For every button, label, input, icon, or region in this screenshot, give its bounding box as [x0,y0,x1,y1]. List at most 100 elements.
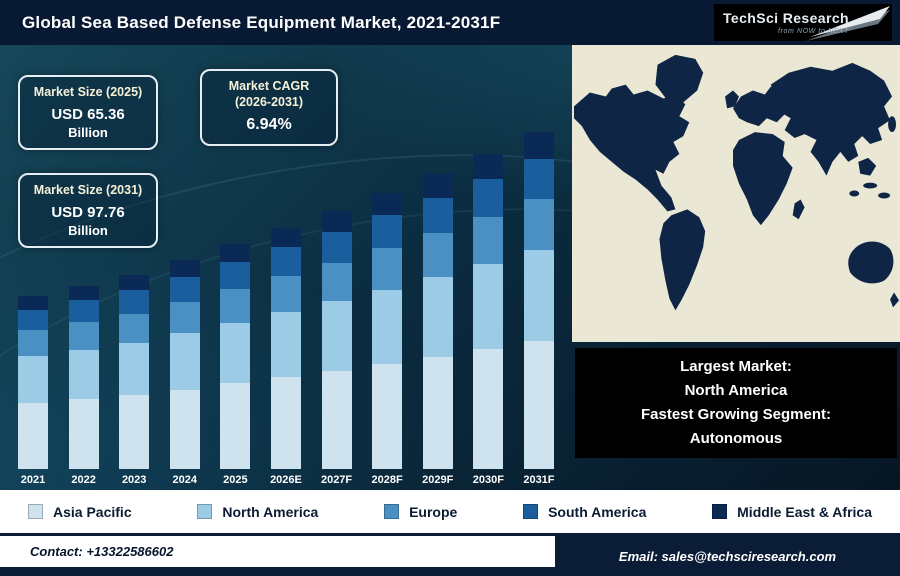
bar-segment-asia-pacific [220,383,251,469]
bar-segment-south-america [321,231,352,263]
logo-arrow-icon [806,6,890,41]
legend-swatch [28,504,43,519]
bar-segment-south-america [372,215,403,249]
market-size-2025-title: Market Size (2025) [33,85,143,99]
bar-segment-europe [220,288,251,323]
bar-segment-asia-pacific [68,399,99,469]
x-axis-label: 2021 [20,474,46,486]
bar-segment-south-america [270,246,301,276]
bar-column-2023: 2023 [111,274,157,486]
market-size-2025-value: USD 65.36 [51,105,125,123]
bar-segment-asia-pacific [270,377,301,469]
bar-segment-north-america [220,322,251,384]
largest-market-value: North America [684,382,788,399]
market-cagr-box: Market CAGR (2026-2031) 6.94% [200,69,338,146]
legend-label: Middle East & Africa [737,503,872,520]
footer-bar: Contact: +13322586602 Email: sales@techs… [0,533,900,576]
continent-asia [770,62,893,176]
bar-stack [68,285,99,469]
bar-stack [523,131,554,469]
bar-column-2030F: 2030F [465,153,511,486]
bar-segment-middle-east-africa [422,174,453,198]
bar-column-2027F: 2027F [314,210,360,486]
bar-segment-middle-east-africa [473,153,504,179]
bar-stack [270,227,301,469]
bar-segment-asia-pacific [473,349,504,469]
x-axis-label: 2026E [270,474,302,486]
x-axis-label: 2027F [320,474,353,486]
email-text: Email: sales@techsciresearch.com [618,548,837,564]
x-axis-label: 2023 [121,474,147,486]
logo-brand-text: TechSci Research [723,10,849,26]
x-axis-label: 2031F [523,474,555,486]
islands-southeast-asia [858,157,877,176]
legend-swatch [384,504,400,519]
islands-japan [888,116,897,133]
bar-segment-north-america [119,342,150,396]
bar-segment-north-america [523,249,554,341]
x-axis-label: 2029F [422,474,454,486]
market-size-2031-unit: Billion [68,222,108,238]
fastest-segment-label: Fastest Growing Segment: [640,406,832,423]
bar-segment-asia-pacific [119,395,150,469]
bar-stack [372,193,403,469]
world-map [572,45,900,342]
bar-segment-north-america [18,356,48,404]
bar-segment-asia-pacific [18,403,48,469]
bar-segment-north-america [169,333,200,390]
contact-text: Contact: +13322586602 [30,544,174,559]
bar-stack [473,153,504,469]
bar-segment-europe [119,313,150,343]
bar-stack [422,174,453,469]
bar-column-2026E: 2026E [263,227,309,486]
legend-item-europe: Europe [384,504,457,520]
bar-column-2025: 2025 [212,244,258,486]
bar-segment-north-america [473,264,504,350]
largest-market-label: Largest Market: [680,358,792,375]
bar-segment-asia-pacific [372,364,403,469]
island [863,182,878,189]
market-highlight-box: Largest Market: North America Fastest Gr… [575,348,897,458]
footer-accent-bar [0,567,555,576]
bar-segment-south-america [68,300,99,323]
market-size-2031-box: Market Size (2031) USD 97.76 Billion [18,173,158,248]
bar-column-2024: 2024 [162,260,208,486]
x-axis-label: 2030F [472,474,504,486]
bar-segment-south-america [523,158,554,200]
legend-label: Asia Pacific [53,503,132,520]
bar-segment-middle-east-africa [119,274,150,291]
bar-segment-south-america [169,276,200,303]
bar-segment-middle-east-africa [169,260,200,277]
continent-australia [848,241,894,284]
islands-new-zealand [890,292,900,308]
bar-column-2021: 2021 [10,295,56,486]
bar-segment-middle-east-africa [220,244,251,263]
bar-column-2029F: 2029F [415,174,461,486]
bar-segment-middle-east-africa [523,131,554,159]
legend-item-north-america: North America [197,504,318,520]
bar-stack [18,295,48,469]
market-size-2025-unit: Billion [68,124,108,140]
bar-segment-europe [270,275,301,313]
bar-stack [321,210,352,469]
bar-segment-north-america [321,301,352,371]
chart-area: Market Size (2025) USD 65.36 Billion Mar… [0,45,900,490]
techsci-logo: TechSci Research from NOW to NEXT [714,4,892,41]
bar-segment-asia-pacific [321,371,352,469]
x-axis-label: 2024 [172,474,198,486]
bar-segment-middle-east-africa [372,193,403,216]
continent-north-america [573,84,690,212]
fastest-segment-value: Autonomous [689,430,783,447]
bar-segment-south-america [422,197,453,234]
continent-europe [733,86,787,127]
market-size-2031-value: USD 97.76 [51,203,125,221]
continent-greenland [655,54,704,103]
legend-label: Europe [409,503,458,520]
market-cagr-title-line1: Market CAGR [228,79,310,93]
legend-item-south-america: South America [523,504,646,520]
bar-segment-europe [169,302,200,334]
logo-tagline: from NOW to NEXT [778,28,850,35]
bar-segment-south-america [119,290,150,314]
market-cagr-title: Market CAGR (2026-2031) [208,79,330,110]
